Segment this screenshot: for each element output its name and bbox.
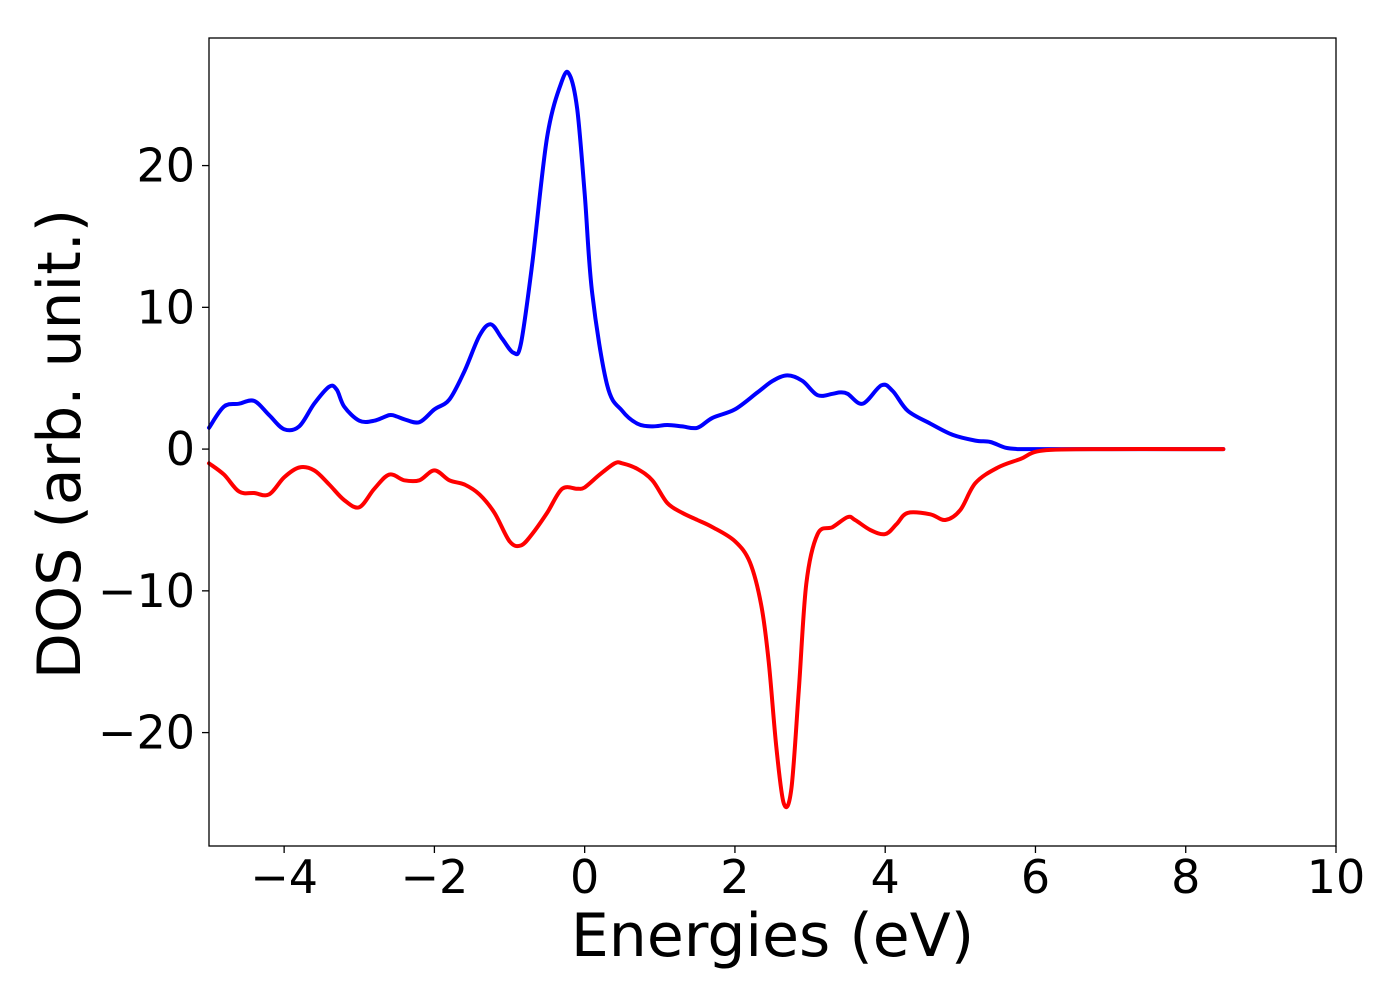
axes-frame bbox=[208, 37, 1337, 847]
x-tick-label: −4 bbox=[250, 850, 318, 904]
x-tick-label: 8 bbox=[1171, 850, 1200, 904]
x-tick-label: −2 bbox=[400, 850, 468, 904]
y-axis-ticks: −20 −10 0 10 20 bbox=[98, 139, 209, 760]
y-axis-title: DOS (arb. unit.) bbox=[25, 209, 95, 679]
series-layer bbox=[207, 69, 1226, 810]
y-tick-label: 10 bbox=[136, 280, 195, 334]
x-axis-title: Energies (eV) bbox=[571, 901, 974, 971]
y-tick-label: 20 bbox=[136, 139, 195, 193]
x-axis-ticks: −4 −2 0 2 4 6 8 10 bbox=[250, 846, 1365, 904]
y-tick-label: −20 bbox=[98, 706, 195, 760]
x-tick-label: 10 bbox=[1307, 850, 1366, 904]
y-tick-label: 0 bbox=[166, 422, 195, 476]
series-line-blue bbox=[207, 69, 1226, 452]
x-tick-label: 0 bbox=[570, 850, 599, 904]
series-line-red bbox=[207, 447, 1226, 810]
y-tick-label: −10 bbox=[98, 564, 195, 618]
x-tick-label: 4 bbox=[871, 850, 900, 904]
x-tick-label: 2 bbox=[720, 850, 749, 904]
x-tick-label: 6 bbox=[1021, 850, 1050, 904]
